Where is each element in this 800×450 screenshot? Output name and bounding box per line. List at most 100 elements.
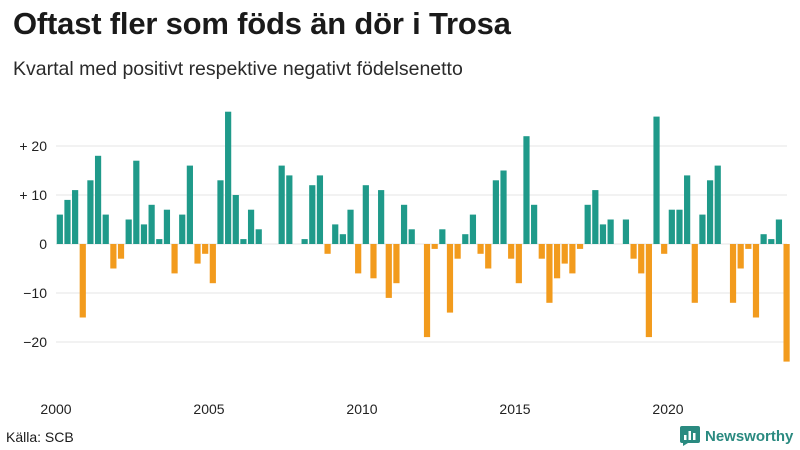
bar-negative	[431, 244, 438, 249]
brand-name: Newsworthy	[705, 427, 794, 445]
bar-positive	[378, 190, 385, 244]
x-axis-labels: 2000 2005 2010 2015 2020	[40, 401, 683, 417]
bar-negative	[638, 244, 645, 274]
bar-positive	[775, 219, 783, 244]
bar-positive	[87, 180, 94, 244]
bar-positive	[64, 199, 71, 244]
y-tick-label: −20	[23, 334, 47, 350]
bar-positive	[56, 214, 63, 244]
bar-negative	[477, 244, 484, 254]
bar-positive	[768, 239, 775, 244]
y-tick-label: + 20	[19, 138, 47, 154]
bar-positive	[592, 190, 599, 244]
bar-positive	[531, 204, 538, 244]
bar-positive	[278, 165, 285, 244]
bar-negative	[171, 244, 178, 274]
bar-negative	[645, 244, 652, 338]
bar-positive	[714, 165, 721, 244]
bar-positive	[362, 185, 369, 244]
bar-positive	[684, 175, 691, 244]
y-tick-label: + 10	[19, 187, 47, 203]
bar-negative	[423, 244, 431, 338]
bar-negative	[576, 244, 584, 249]
x-tick-label: 2000	[40, 401, 71, 417]
bar-negative	[538, 244, 545, 259]
bar-positive	[607, 219, 614, 244]
bar-negative	[691, 244, 698, 303]
bar-positive	[232, 195, 239, 244]
x-tick-label: 2015	[499, 401, 530, 417]
bar-positive	[316, 175, 324, 244]
bar-chart: + 20 + 10 0 −10 −20 2000 2005 2010 2015 2020	[19, 111, 790, 417]
bar-positive	[186, 165, 193, 244]
bar-negative	[737, 244, 744, 269]
bar-negative	[661, 244, 668, 254]
chart-subtitle: Kvartal med positivt respektive negativt…	[13, 58, 463, 80]
bar-positive	[140, 224, 148, 244]
bar-positive	[156, 239, 163, 244]
y-tick-label: 0	[39, 236, 47, 252]
bar-positive	[706, 180, 714, 244]
bar-negative	[202, 244, 209, 254]
bar-positive	[94, 155, 102, 244]
y-tick-label: −10	[23, 285, 47, 301]
bar-positive	[760, 234, 767, 244]
bar-positive	[653, 116, 660, 244]
bar-positive	[163, 209, 171, 244]
bars	[56, 111, 790, 362]
bar-positive	[584, 204, 591, 244]
bar-positive	[247, 209, 255, 244]
bar-negative	[783, 244, 790, 362]
bar-negative	[553, 244, 561, 279]
bar-negative	[194, 244, 201, 264]
bar-positive	[500, 170, 507, 244]
bar-positive	[225, 111, 232, 244]
bar-positive	[599, 224, 607, 244]
bar-negative	[729, 244, 737, 303]
bar-positive	[622, 219, 630, 244]
bar-negative	[752, 244, 760, 318]
bar-positive	[347, 209, 354, 244]
bar-chart-icon	[680, 426, 700, 446]
bar-positive	[217, 180, 224, 244]
bar-positive	[255, 229, 262, 244]
bar-positive	[400, 204, 408, 244]
brand-logo: Newsworthy	[680, 426, 793, 446]
bar-positive	[339, 234, 346, 244]
bar-positive	[439, 229, 446, 244]
x-tick-label: 2010	[346, 401, 377, 417]
bar-negative	[569, 244, 576, 274]
bar-negative	[110, 244, 117, 269]
chart-title: Oftast fler som föds än dör i Trosa	[13, 6, 511, 41]
bar-negative	[393, 244, 400, 284]
bar-positive	[179, 214, 186, 244]
bar-positive	[309, 185, 316, 244]
bar-positive	[492, 180, 499, 244]
bar-negative	[630, 244, 637, 259]
bar-negative	[745, 244, 752, 249]
bar-positive	[469, 214, 477, 244]
bar-negative	[561, 244, 568, 264]
bar-negative	[370, 244, 377, 279]
y-axis-labels: + 20 + 10 0 −10 −20	[19, 138, 47, 350]
source-note: Källa: SCB	[6, 429, 74, 445]
bar-positive	[462, 234, 469, 244]
x-tick-label: 2005	[193, 401, 224, 417]
bar-positive	[523, 136, 530, 244]
bar-positive	[102, 214, 109, 244]
bar-positive	[125, 219, 132, 244]
bar-negative	[324, 244, 331, 254]
bar-positive	[148, 204, 155, 244]
bar-positive	[72, 190, 79, 244]
bar-negative	[117, 244, 125, 259]
bar-positive	[240, 239, 247, 244]
bar-positive	[301, 239, 308, 244]
bar-positive	[668, 209, 675, 244]
bar-positive	[286, 175, 293, 244]
bar-negative	[485, 244, 492, 269]
bar-negative	[515, 244, 522, 284]
bar-positive	[676, 209, 683, 244]
bar-negative	[508, 244, 515, 259]
bar-negative	[355, 244, 362, 274]
bar-positive	[699, 214, 706, 244]
